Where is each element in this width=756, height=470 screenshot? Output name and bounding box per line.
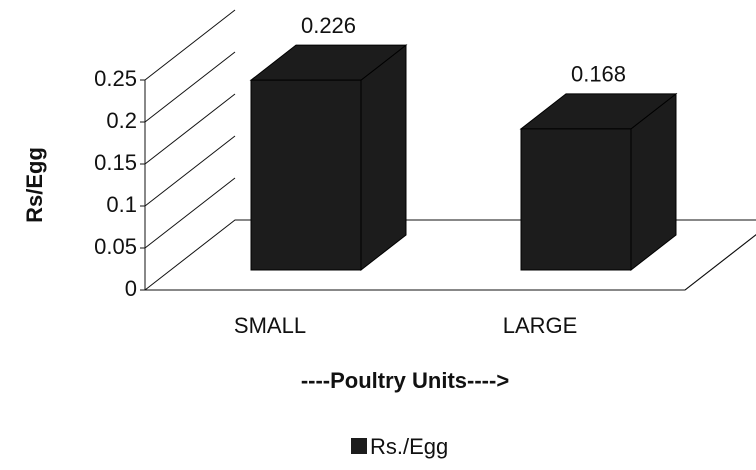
bar-side — [360, 44, 407, 272]
floor-right — [684, 234, 756, 291]
grid-line — [144, 51, 236, 123]
bar — [520, 128, 632, 271]
y-tick-label: 0.05 — [94, 234, 137, 259]
y-tick-label: 0.15 — [94, 150, 137, 175]
bar — [250, 79, 362, 271]
grid-line — [144, 93, 236, 165]
data-label: 0.168 — [571, 62, 626, 87]
y-tick-label: 0.25 — [94, 66, 137, 91]
y-tick-label: 0.1 — [106, 192, 137, 217]
grid-line — [144, 135, 236, 207]
grid-line — [144, 177, 236, 249]
legend-label: Rs./Egg — [370, 434, 448, 459]
data-label: 0.226 — [301, 13, 356, 38]
y-axis-label: Rs/Egg — [22, 147, 47, 223]
y-tick-label: 0.2 — [106, 108, 137, 133]
y-tick-label: 0 — [125, 276, 137, 301]
x-tick-label: SMALL — [234, 313, 306, 338]
grid-line — [144, 9, 236, 81]
x-tick-label: LARGE — [503, 313, 578, 338]
legend-swatch — [351, 438, 367, 454]
x-axis-label: ----Poultry Units----> — [301, 368, 509, 393]
